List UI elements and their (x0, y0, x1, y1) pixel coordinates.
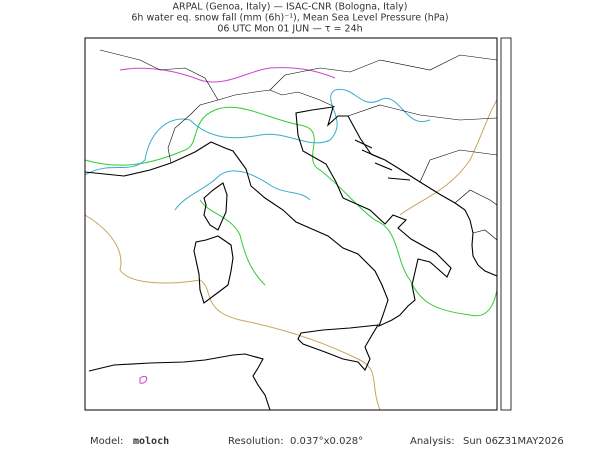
coastline (88, 353, 271, 411)
coastlines (84, 49, 498, 411)
isobar (84, 106, 498, 317)
header-line: ARPAL (Genoa, Italy) — ISAC-CNR (Bologna… (173, 2, 408, 13)
contours (84, 67, 498, 411)
isobar (84, 88, 431, 176)
header-line: 6h water eq. snow fall (mm (6h)⁻¹), Mean… (131, 13, 448, 24)
footer-label: Resolution: (228, 436, 284, 447)
coastline (354, 139, 411, 181)
isobar (119, 67, 336, 83)
isobar (84, 214, 381, 411)
header-line: 06 UTC Mon 01 JUN — τ = 24h (217, 24, 362, 35)
footer-label: Model: (90, 436, 123, 447)
coastline (193, 235, 234, 304)
isobar (399, 99, 498, 216)
isobar (174, 170, 311, 211)
footer-value: 0.037°x0.028° (290, 436, 363, 447)
coastline (297, 324, 380, 372)
isobar (139, 376, 148, 384)
coastline (203, 182, 228, 231)
border (99, 49, 498, 241)
coastline (84, 106, 498, 328)
footer-value: Sun 06Z31MAY2026 (463, 436, 564, 447)
colorbar-frame (500, 37, 512, 411)
footer-value: moloch (133, 436, 169, 447)
map-frame (84, 37, 498, 411)
isobar (199, 199, 266, 286)
footer-label: Analysis: (410, 436, 455, 447)
